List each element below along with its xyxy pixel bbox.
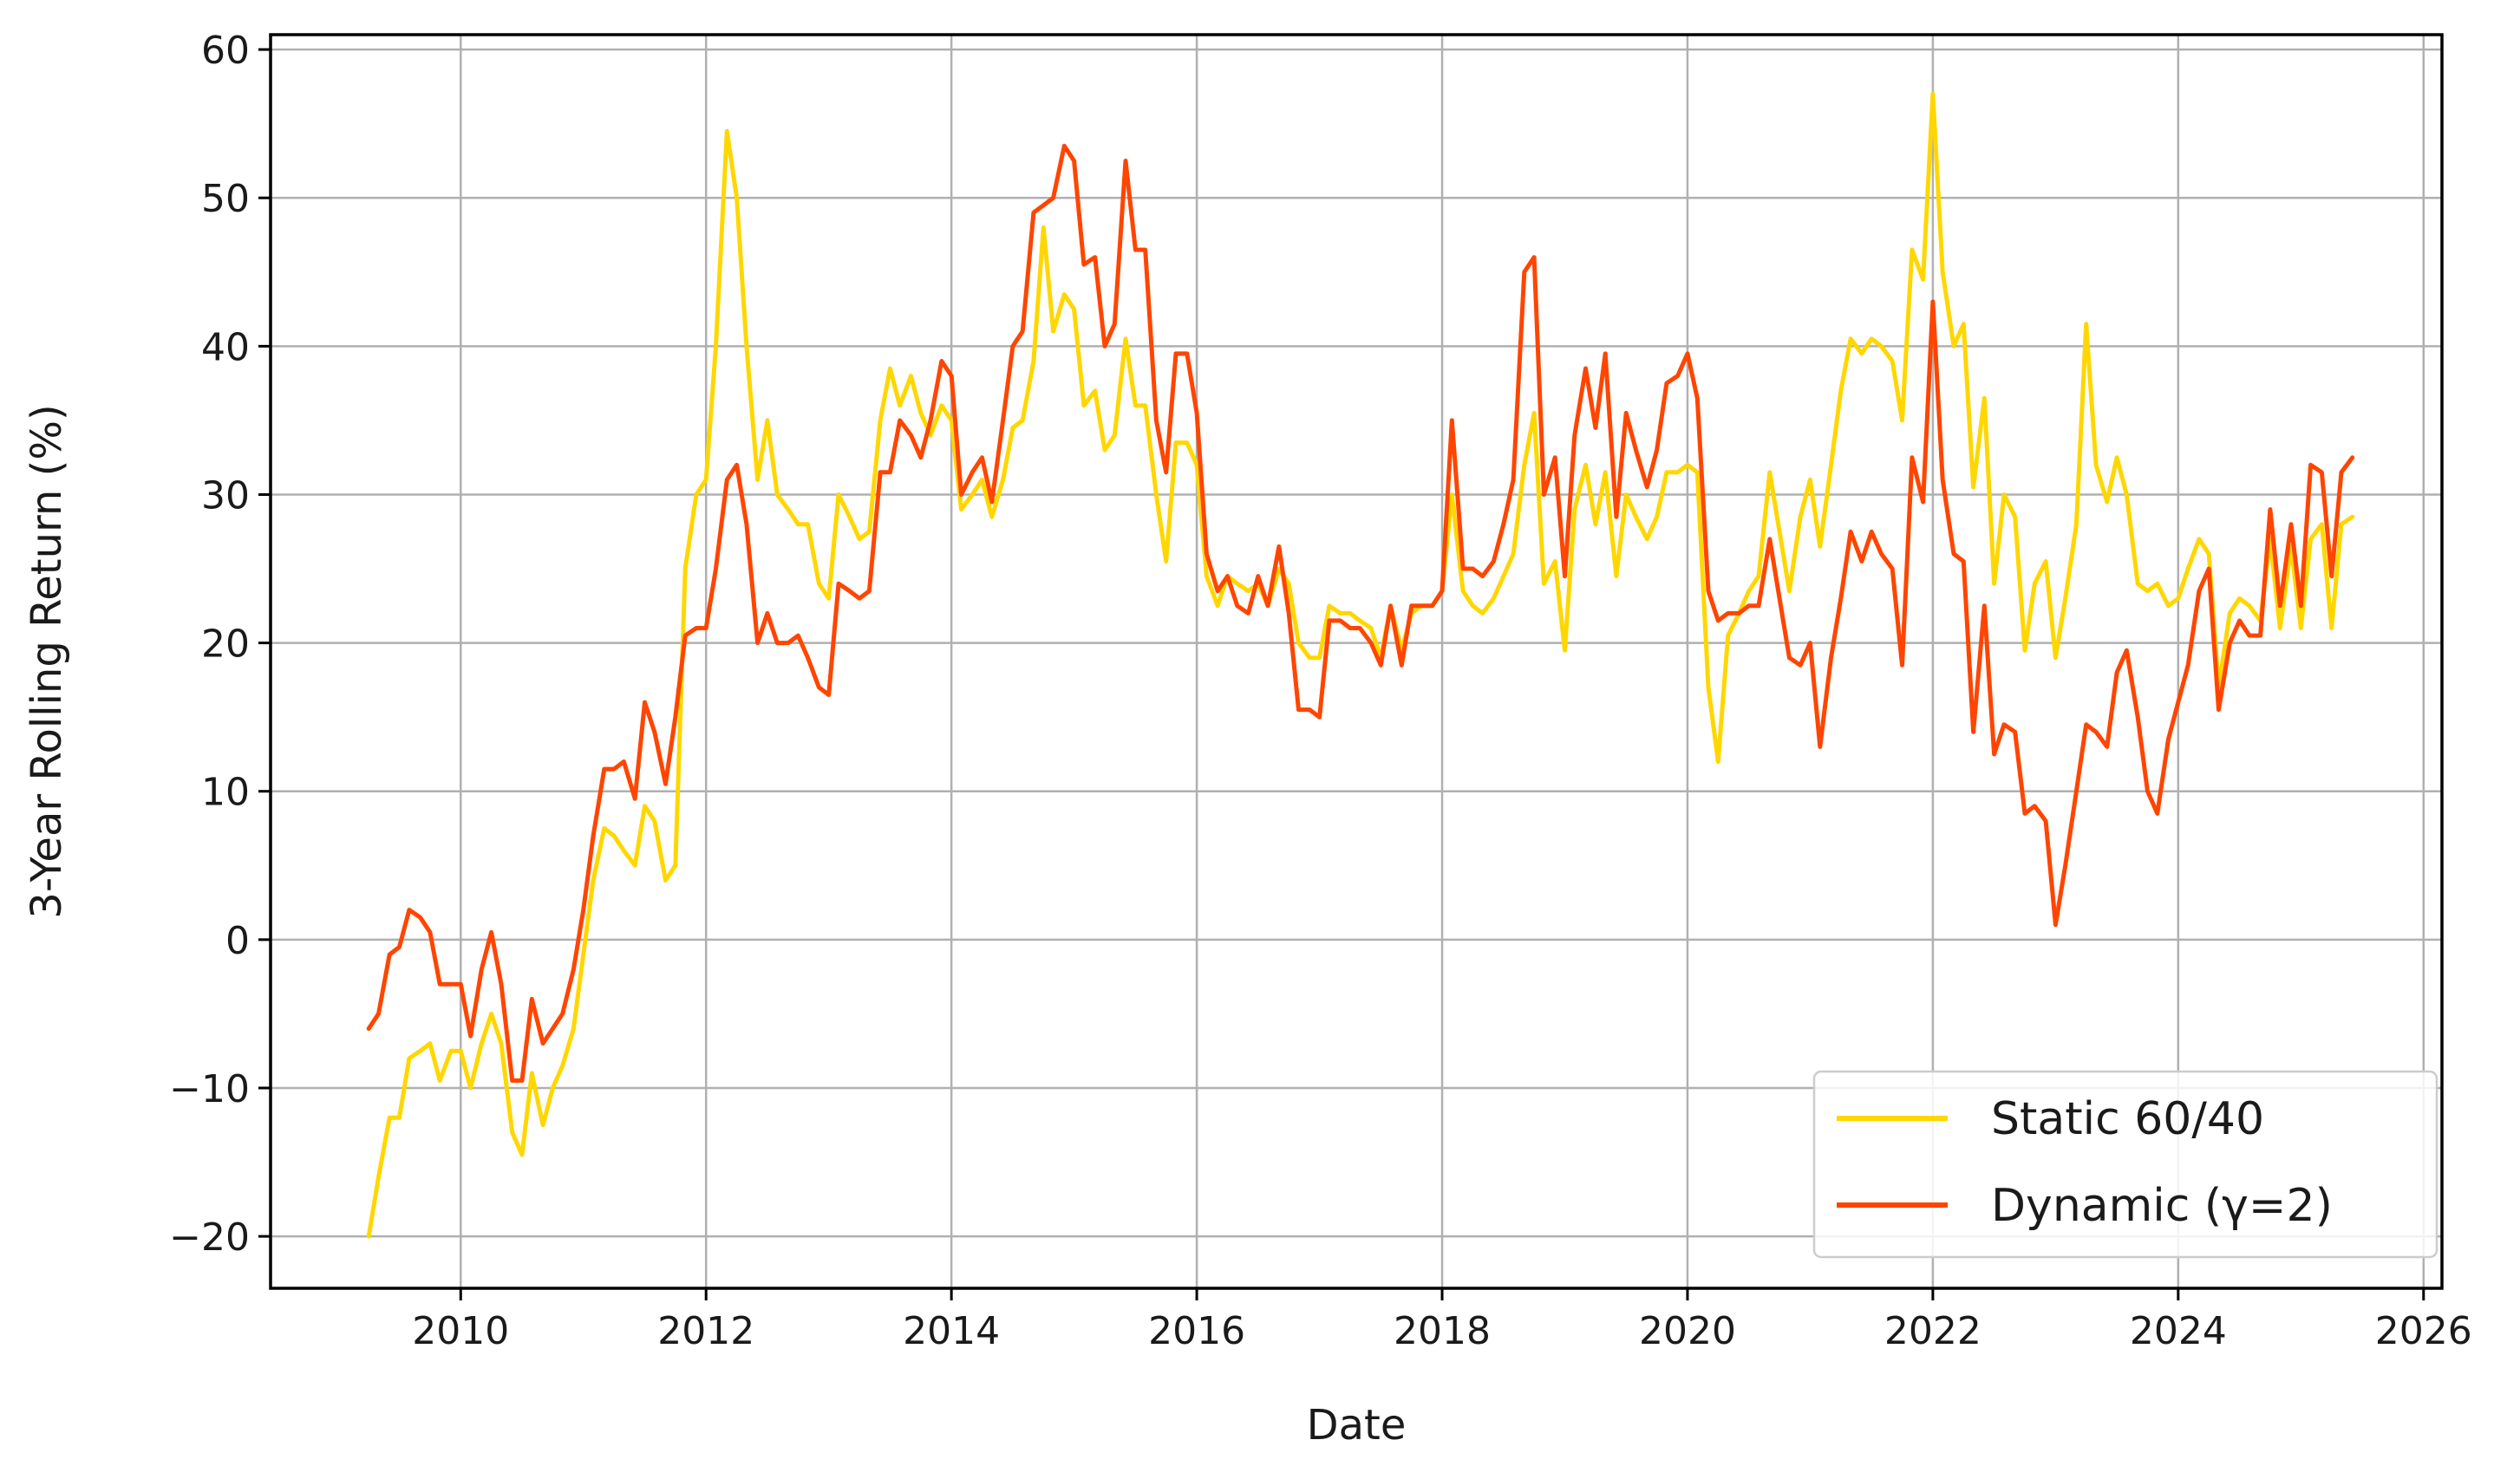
x-tick-label: 2016 <box>1148 1309 1245 1353</box>
data-series <box>366 91 2355 1239</box>
legend: Static 60/40 Dynamic (γ=2) <box>1812 1070 2438 1259</box>
y-axis-title: 3-Year Rolling Return (%) <box>23 404 71 918</box>
x-tick-label: 2020 <box>1639 1309 1736 1353</box>
x-tick-label: 2010 <box>412 1309 509 1353</box>
legend-box <box>1812 1070 2438 1259</box>
x-tick-label: 2014 <box>903 1309 1000 1353</box>
x-axis-title: Date <box>1307 1401 1407 1450</box>
y-tick-label: −20 <box>169 1215 250 1260</box>
y-tick-label: −10 <box>169 1067 250 1111</box>
y-tick-label: 0 <box>225 919 250 963</box>
x-tick-label: 2026 <box>2375 1309 2472 1353</box>
y-tick-label: 10 <box>201 771 250 815</box>
y-tick-label: 50 <box>201 177 250 221</box>
y-tick-label: 40 <box>201 325 250 369</box>
series-line-static <box>366 91 2355 1239</box>
y-tick-label: 20 <box>201 622 250 667</box>
x-axis: 2010 2012 2014 2016 2018 2020 2022 2024 2026 <box>412 1288 2472 1353</box>
x-tick-label: 2024 <box>2130 1309 2227 1353</box>
plot-area-frame <box>269 33 2444 1290</box>
legend-label-dynamic: Dynamic (γ=2) <box>1991 1180 2333 1232</box>
x-tick-label: 2022 <box>1884 1309 1981 1353</box>
x-tick-label: 2012 <box>657 1309 754 1353</box>
y-tick-label: 60 <box>201 29 250 73</box>
y-axis: −20 −10 0 10 20 30 40 50 60 <box>169 29 271 1260</box>
x-tick-label: 2018 <box>1394 1309 1491 1353</box>
y-tick-label: 30 <box>201 473 250 518</box>
legend-label-static: Static 60/40 <box>1991 1093 2264 1145</box>
series-line-dynamic <box>366 143 2355 1083</box>
